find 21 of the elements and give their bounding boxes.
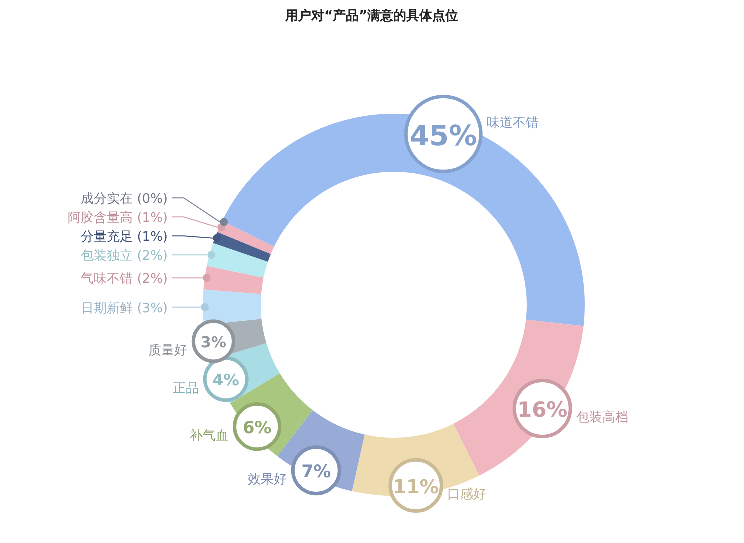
slice-label: 正品 (173, 381, 200, 396)
data-label: 45% (410, 119, 478, 152)
category-label: 成分实在 (0%) (81, 192, 168, 208)
data-label: 4% (212, 370, 240, 390)
data-label: 11% (393, 475, 440, 498)
slice-label: 补气血 (190, 428, 229, 444)
data-label: 7% (302, 462, 332, 483)
slice-label: 包装独立 (2%) (81, 248, 168, 264)
data-label: 16% (517, 398, 568, 422)
data-label: 3% (200, 333, 226, 352)
slice-label: 效果好 (248, 472, 288, 488)
chart-title: 用户对“产品”满意的具体点位 (284, 8, 459, 24)
slice-label: 包装高档 (576, 410, 629, 426)
slice-label: 口感好 (448, 488, 487, 503)
slice-label: 质量好 (148, 343, 188, 358)
data-label: 6% (242, 418, 272, 438)
slice-label: 阿胶含量高 (1%) (68, 210, 168, 226)
slice-label: 日期新鲜 (3%) (81, 301, 168, 316)
slice-label: 分量充足 (1%) (81, 230, 168, 246)
slice-label: 气味不错 (2%) (81, 272, 168, 288)
slice-label: 味道不错 (487, 116, 540, 132)
